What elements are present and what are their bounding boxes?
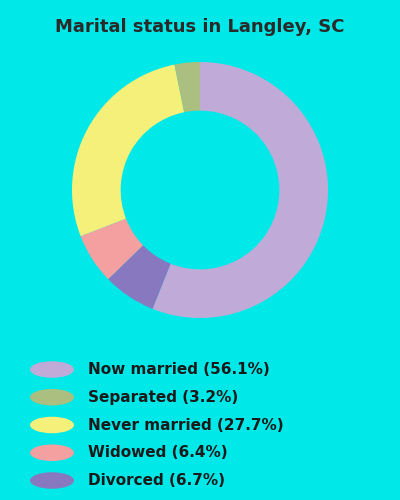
Circle shape bbox=[30, 417, 74, 433]
Text: Widowed (6.4%): Widowed (6.4%) bbox=[88, 445, 228, 460]
Circle shape bbox=[30, 361, 74, 378]
Wedge shape bbox=[174, 62, 200, 112]
Wedge shape bbox=[72, 64, 184, 236]
Text: Divorced (6.7%): Divorced (6.7%) bbox=[88, 473, 225, 488]
Text: Never married (27.7%): Never married (27.7%) bbox=[88, 418, 284, 432]
Circle shape bbox=[30, 444, 74, 461]
Wedge shape bbox=[152, 62, 328, 318]
Text: Now married (56.1%): Now married (56.1%) bbox=[88, 362, 270, 377]
Text: Marital status in Langley, SC: Marital status in Langley, SC bbox=[55, 18, 345, 36]
Wedge shape bbox=[108, 246, 170, 309]
Text: Separated (3.2%): Separated (3.2%) bbox=[88, 390, 238, 405]
Circle shape bbox=[30, 389, 74, 406]
Circle shape bbox=[30, 472, 74, 489]
Wedge shape bbox=[81, 218, 143, 279]
